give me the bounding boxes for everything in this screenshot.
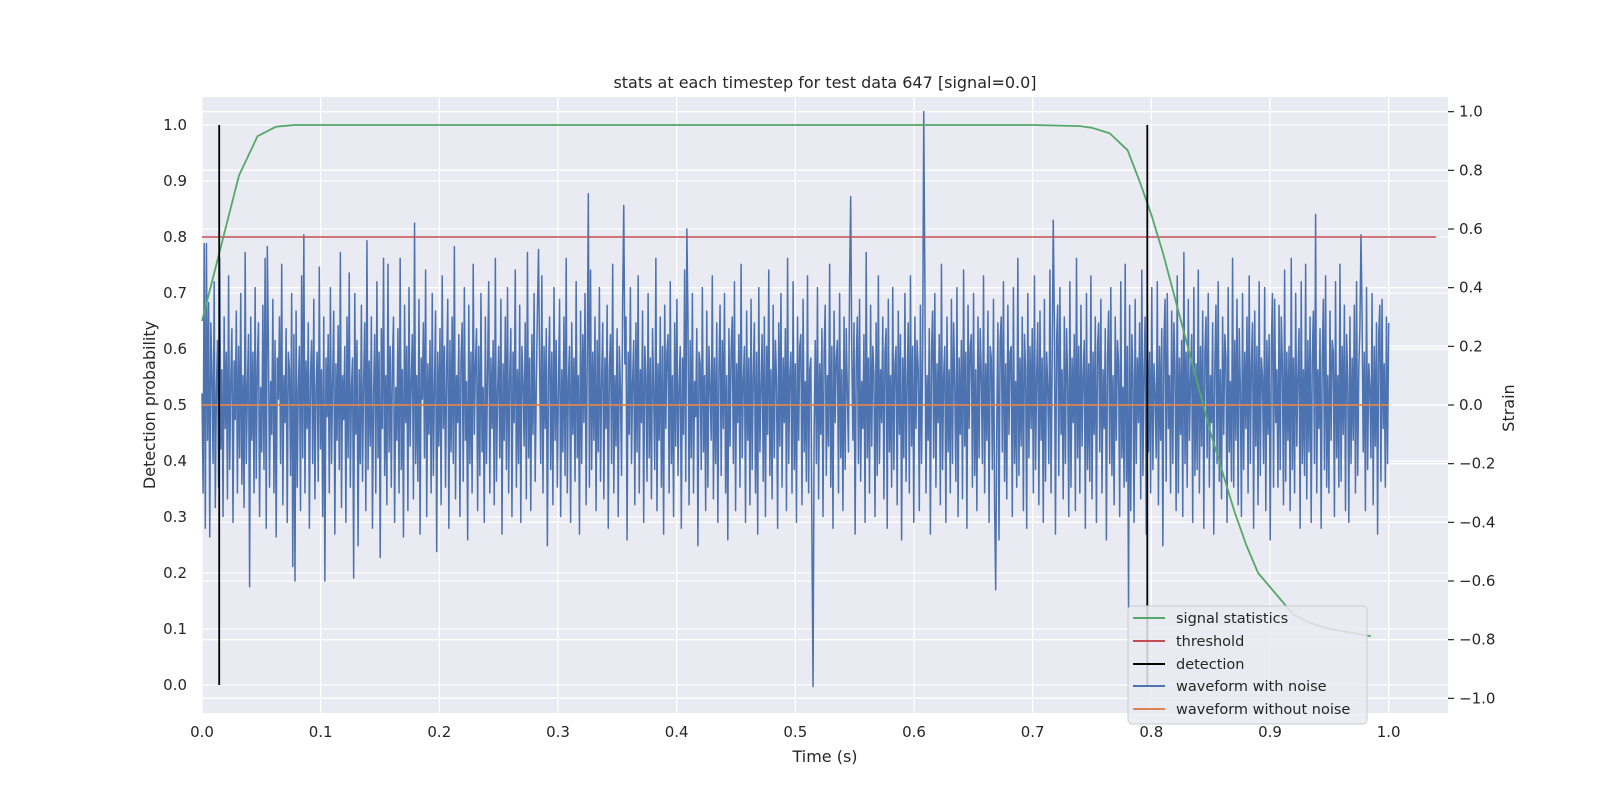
y-left-tick-label: 0.3 xyxy=(163,508,187,526)
y-left-tick-label: 0.2 xyxy=(163,564,187,582)
y-left-tick-label: 0.4 xyxy=(163,452,187,470)
y-right-tick-label: −0.6 xyxy=(1459,572,1495,590)
x-tick-label: 0.6 xyxy=(902,723,926,741)
y-right-tick-label: −1.0 xyxy=(1459,689,1495,707)
y-right-tick-label: 1.0 xyxy=(1459,103,1483,121)
y-left-tick-label: 0.7 xyxy=(163,284,187,302)
x-tick-label: 0.5 xyxy=(783,723,807,741)
x-tick-label: 0.0 xyxy=(190,723,214,741)
y-right-tick-label: 0.2 xyxy=(1459,337,1483,355)
chart-title: stats at each timestep for test data 647… xyxy=(613,73,1036,92)
x-axis-ticks: 0.0 0.1 0.2 0.3 0.4 0.5 0.6 0.7 0.8 0.9 1.0 xyxy=(190,723,1401,741)
series-layer xyxy=(201,110,1437,688)
legend-label-detection: detection xyxy=(1176,657,1244,673)
x-tick-label: 0.1 xyxy=(309,723,333,741)
y-right-tick-label: 0.6 xyxy=(1459,220,1483,238)
x-tick-label: 0.7 xyxy=(1021,723,1045,741)
y-left-tick-label: 0.8 xyxy=(163,228,187,246)
y-right-tick-label: 0.0 xyxy=(1459,396,1483,414)
y-right-tick-label: 0.4 xyxy=(1459,279,1483,297)
y-right-tick-label: −0.2 xyxy=(1459,455,1495,473)
y-left-tick-label: 0.5 xyxy=(163,396,187,414)
y-left-tick-label: 0.9 xyxy=(163,172,187,190)
y-left-axis-label: Detection probability xyxy=(140,321,159,489)
legend-label-waveform-with-noise: waveform with noise xyxy=(1176,679,1327,695)
x-tick-label: 0.3 xyxy=(546,723,570,741)
y-left-tick-label: 0.1 xyxy=(163,620,187,638)
y-left-tick-label: 1.0 xyxy=(163,116,187,134)
x-axis-label: Time (s) xyxy=(791,747,857,766)
x-tick-label: 1.0 xyxy=(1377,723,1401,741)
x-tick-label: 0.2 xyxy=(427,723,451,741)
y-left-tick-label: 0.6 xyxy=(163,340,187,358)
legend-box xyxy=(1127,605,1368,725)
series-waveform-with-noise xyxy=(201,110,1390,688)
y-left-tick-label: 0.0 xyxy=(163,676,187,694)
legend-label-threshold: threshold xyxy=(1176,634,1244,650)
legend: signal statistics threshold detection wa… xyxy=(1127,605,1368,725)
x-tick-label: 0.8 xyxy=(1139,723,1163,741)
y-right-tick-label: −0.4 xyxy=(1459,513,1495,531)
y-left-axis-ticks: 0.0 0.1 0.2 0.3 0.4 0.5 0.6 0.7 0.8 0.9 1.0 xyxy=(163,116,187,694)
legend-label-waveform-without-noise: waveform without noise xyxy=(1176,702,1350,718)
y-right-tick-label: −0.8 xyxy=(1459,631,1495,649)
y-right-axis-ticks: −1.0 −0.8 −0.6 −0.4 −0.2 0.0 0.2 0.4 0.6 0.8 1.0 xyxy=(1448,103,1495,707)
y-right-tick-label: 0.8 xyxy=(1459,161,1483,179)
x-tick-label: 0.9 xyxy=(1258,723,1282,741)
y-right-axis-label: Strain xyxy=(1499,384,1518,431)
legend-label-signal-statistics: signal statistics xyxy=(1176,611,1288,627)
x-tick-label: 0.4 xyxy=(665,723,689,741)
series-signal-statistics xyxy=(201,124,1372,638)
